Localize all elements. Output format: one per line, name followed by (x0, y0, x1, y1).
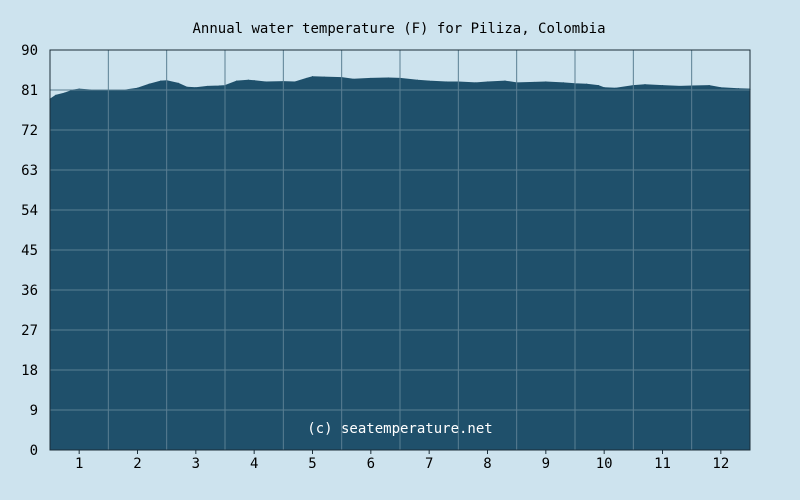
data-point (504, 80, 506, 82)
data-point (597, 84, 599, 87)
x-tick-label: 1 (75, 456, 83, 472)
y-tick-label: 54 (21, 203, 38, 219)
data-point (644, 84, 646, 86)
data-point (63, 92, 66, 94)
data-point (352, 78, 354, 80)
plot-border (49, 49, 751, 451)
y-tick-label: 72 (21, 123, 38, 139)
data-point (265, 81, 267, 83)
data-point (416, 79, 419, 81)
x-tick-label: 6 (367, 456, 375, 472)
data-point (603, 87, 605, 89)
watermark-label: (c) seatemperature.net (307, 421, 492, 437)
data-point (253, 80, 255, 82)
data-point (206, 85, 209, 88)
data-point (294, 81, 296, 83)
data-point (370, 77, 372, 80)
data-point (475, 82, 477, 84)
data-point (545, 81, 547, 83)
data-point (679, 85, 681, 88)
y-tick-label: 0 (30, 443, 38, 459)
data-point (247, 79, 249, 81)
y-tick-label: 27 (21, 323, 38, 339)
x-tick-label: 4 (250, 456, 258, 472)
data-point (446, 81, 448, 83)
data-point (306, 77, 308, 80)
data-point (708, 84, 710, 87)
x-tick-label: 8 (483, 456, 491, 472)
data-point (428, 80, 430, 82)
x-tick-label: 2 (133, 456, 141, 472)
data-point (148, 83, 150, 85)
y-tick-label: 63 (21, 163, 38, 179)
data-point (186, 86, 188, 88)
y-tick-label: 81 (21, 83, 38, 99)
data-point (586, 83, 588, 85)
data-point (311, 76, 314, 78)
x-tick-label: 11 (654, 456, 671, 472)
data-point (78, 88, 80, 90)
x-tick-label: 5 (308, 456, 316, 472)
data-point (737, 88, 739, 90)
x-tick-label: 10 (596, 456, 613, 472)
y-tick-label: 18 (21, 363, 38, 379)
x-tick-label: 3 (192, 456, 200, 472)
data-point (562, 82, 564, 84)
x-tick-label: 12 (712, 456, 729, 472)
data-point (615, 87, 617, 89)
data-point (720, 87, 722, 89)
data-point (661, 84, 664, 87)
data-point (486, 81, 489, 83)
y-tick-label: 36 (21, 283, 38, 299)
data-point (177, 82, 179, 84)
data-point (533, 81, 535, 84)
data-point (136, 87, 139, 89)
data-point (160, 80, 162, 82)
data-point (323, 76, 325, 78)
data-point (236, 80, 238, 82)
data-point (55, 94, 57, 96)
data-point (387, 77, 389, 79)
x-tick-label: 9 (542, 456, 550, 472)
chart-title: Annual water temperature (F) for Piliza,… (192, 21, 605, 37)
x-tick-label: 7 (425, 456, 433, 472)
y-tick-label: 45 (21, 243, 38, 259)
data-point (195, 87, 197, 89)
y-tick-label: 9 (30, 403, 38, 419)
data-point (218, 85, 220, 87)
y-tick-label: 90 (21, 43, 38, 59)
